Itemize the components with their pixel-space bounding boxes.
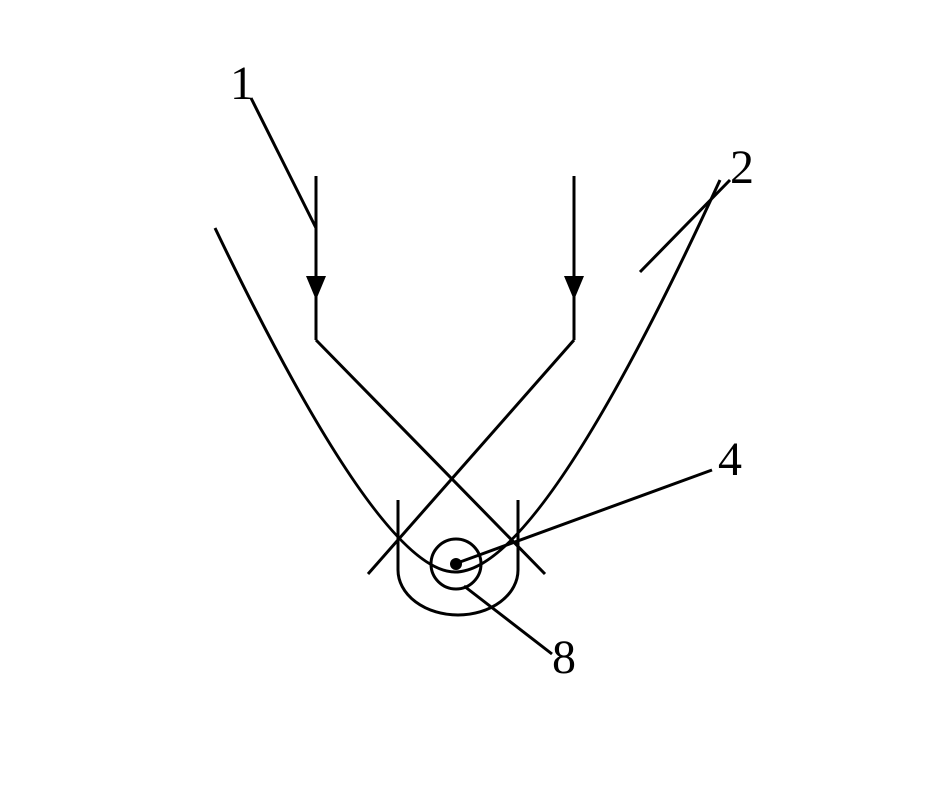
arrowhead-right xyxy=(564,276,584,300)
callout-label-8: 8 xyxy=(552,630,576,685)
callout-label-2: 2 xyxy=(730,140,754,195)
receiver-bottom-arc xyxy=(398,570,518,615)
callout-label-1: 1 xyxy=(230,56,254,111)
callout-label-4: 4 xyxy=(718,432,742,487)
leader-2 xyxy=(640,180,730,272)
reflected-ray-left xyxy=(316,340,545,574)
parabola-reflector xyxy=(215,180,720,572)
arrowhead-left xyxy=(306,276,326,300)
leader-1 xyxy=(251,98,316,228)
focus-dot xyxy=(450,558,462,570)
leader-4 xyxy=(460,470,712,562)
